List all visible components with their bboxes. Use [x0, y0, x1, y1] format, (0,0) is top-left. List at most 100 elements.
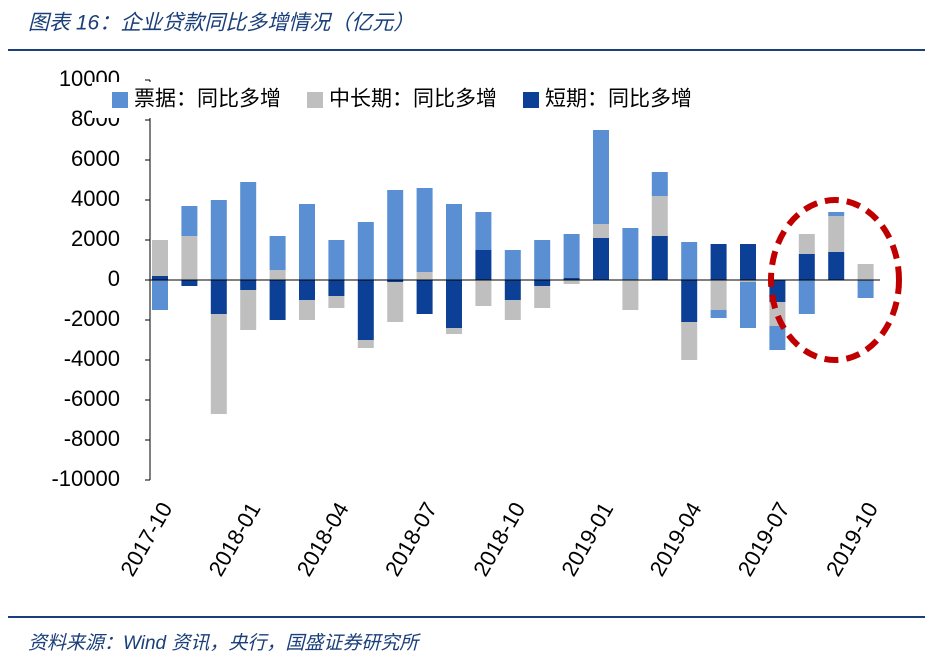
bar-segment: [504, 250, 521, 280]
y-tick-label: -10000: [51, 466, 120, 491]
y-tick-label: -2000: [64, 306, 120, 331]
bar-segment: [210, 200, 227, 280]
bar-segment: [387, 280, 404, 282]
x-tick-label: 2018-04: [292, 498, 354, 580]
bar-segment: [622, 280, 639, 310]
bar-segment: [740, 282, 756, 328]
bar-segment: [534, 240, 551, 280]
bar-segment: [210, 314, 227, 414]
bar-segment: [269, 270, 286, 280]
bar-segment: [357, 280, 374, 340]
bar-segment: [416, 272, 433, 280]
legend-label: 短期：同比多增: [545, 88, 692, 111]
bar-segment: [593, 130, 609, 224]
legend-swatch: [307, 92, 323, 108]
bar-segment: [681, 322, 698, 360]
bar-segment: [798, 254, 815, 280]
bar-segment: [857, 280, 874, 298]
bar-segment: [828, 212, 845, 216]
legend-background: [92, 82, 862, 118]
highlight-circle: [768, 197, 902, 363]
bar-segment: [593, 238, 609, 280]
bar-segment: [593, 224, 609, 238]
chart-title: 图表 16：企业贷款同比多增情况（亿元）: [28, 12, 414, 35]
bar-segment: [357, 340, 374, 348]
x-tick-label: 2019-10: [821, 498, 883, 580]
bar-segment: [710, 310, 727, 318]
bar-segment: [563, 278, 580, 280]
bar-segment: [651, 172, 668, 196]
legend-label: 票据：同比多增: [134, 88, 281, 111]
bar-segment: [798, 280, 815, 314]
bar-segment: [416, 188, 433, 272]
bar-segment: [681, 242, 698, 280]
bar-segment: [563, 234, 580, 278]
bar-segment: [357, 222, 374, 280]
bar-segment: [299, 280, 315, 300]
bar-segment: [328, 296, 345, 308]
plot: -10000-8000-6000-4000-200002000400060008…: [51, 66, 882, 581]
bar-segment: [857, 264, 874, 280]
x-tick-label: 2018-07: [380, 498, 442, 580]
bar-segment: [446, 280, 462, 328]
bar-segment: [504, 300, 521, 320]
bar-segment: [416, 280, 433, 314]
bar-segment: [475, 280, 492, 306]
bar-segment: [210, 280, 227, 314]
bar-segment: [269, 280, 286, 320]
bar-segment: [446, 204, 462, 280]
bar-segment: [181, 280, 198, 286]
bar-segment: [534, 286, 551, 308]
bar-segment: [828, 216, 845, 252]
bar-segment: [622, 228, 639, 280]
bar-segment: [828, 252, 845, 280]
legend-swatch: [523, 92, 539, 108]
bar-segment: [269, 236, 286, 270]
bar-segment: [710, 244, 727, 280]
y-tick-label: 4000: [71, 186, 120, 211]
bar-segment: [651, 236, 668, 280]
bar-segment: [181, 206, 198, 236]
bar-segment: [152, 240, 168, 276]
y-tick-label: -4000: [64, 346, 120, 371]
bar-segment: [446, 328, 462, 334]
y-tick-label: 2000: [71, 226, 120, 251]
bar-segment: [152, 280, 168, 310]
x-tick-label: 2018-10: [468, 498, 530, 580]
bar-segment: [328, 280, 345, 296]
bar-segment: [299, 204, 315, 280]
bar-segment: [475, 212, 492, 250]
x-tick-label: 2019-07: [733, 498, 795, 580]
y-tick-label: 6000: [71, 146, 120, 171]
y-tick-label: -6000: [64, 386, 120, 411]
y-tick-label: 0: [108, 266, 120, 291]
bar-segment: [798, 234, 815, 254]
source: 资料来源：Wind 资讯，央行，国盛证券研究所: [28, 632, 421, 654]
bar-segment: [769, 326, 786, 350]
bar-segment: [651, 196, 668, 236]
bar-segment: [299, 300, 315, 320]
bar-segment: [563, 280, 580, 284]
bar-segment: [740, 280, 756, 282]
bar-segment: [534, 280, 551, 286]
bar-segment: [387, 190, 404, 280]
bar-segment: [240, 290, 257, 330]
bar-segment: [681, 280, 698, 322]
x-tick-label: 2019-01: [556, 498, 618, 580]
y-tick-label: -8000: [64, 426, 120, 451]
x-tick-label: 2019-04: [645, 498, 707, 580]
bar-segment: [504, 280, 521, 300]
bar-segment: [152, 276, 168, 280]
bar-segment: [240, 280, 257, 290]
bar-segment: [710, 280, 727, 310]
bar-segment: [181, 236, 198, 280]
bar-segment: [740, 244, 756, 280]
bar-segment: [387, 282, 404, 322]
bar-segment: [475, 250, 492, 280]
x-tick-label: 2018-01: [204, 498, 266, 580]
legend-label: 中长期：同比多增: [329, 88, 497, 111]
bar-segment: [240, 182, 257, 280]
legend-swatch: [112, 92, 128, 108]
bar-segment: [328, 240, 345, 280]
